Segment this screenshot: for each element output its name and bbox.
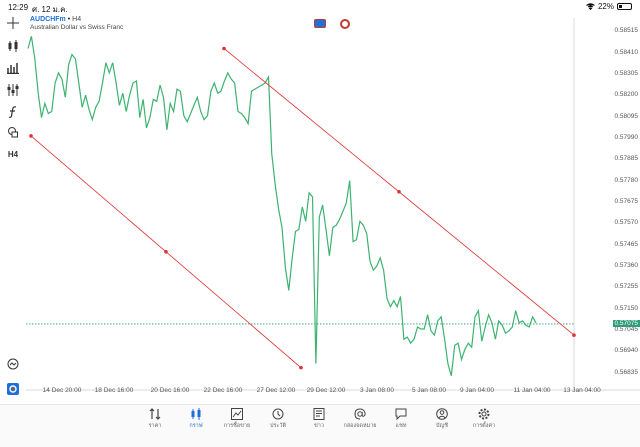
nav-label: ราคา	[148, 423, 162, 429]
trade-target-icon[interactable]	[340, 19, 350, 29]
nav-settings[interactable]: การตั้งค่า	[464, 408, 504, 430]
time-tick-label: 29 Dec 12:00	[306, 387, 346, 394]
time-tick-label: 20 Dec 16:00	[150, 387, 190, 394]
indicators-tool-icon[interactable]	[6, 61, 20, 75]
price-tick-label: 0.56940	[614, 347, 639, 355]
price-tick-label: 0.57990	[614, 133, 639, 141]
trendline-anchor	[222, 46, 226, 51]
nav-label: การตั้งค่า	[472, 423, 496, 429]
nav-label: ประวัติ	[269, 423, 287, 429]
price-tick-label: 0.57780	[614, 176, 639, 184]
objects-tool-icon[interactable]	[6, 83, 20, 97]
battery-icon	[617, 3, 632, 10]
price-tick-label: 0.57885	[614, 155, 639, 163]
price-tick-label: 0.57045	[614, 326, 639, 334]
account-icon	[436, 408, 448, 420]
trendline-anchor	[164, 249, 168, 254]
current-price-label: 0.57075	[612, 319, 640, 327]
price-tick-label: 0.57150	[614, 304, 639, 312]
candles-icon	[191, 408, 201, 420]
nav-label: กล่องจดหมาย	[343, 423, 377, 429]
time-tick-label: 3 Jan 08:00	[360, 387, 394, 394]
time-tick-label: 9 Jan 04:00	[460, 387, 494, 394]
news-icon	[313, 408, 325, 420]
trade-chart-icon	[231, 408, 243, 420]
price-tick-label: 0.57255	[614, 283, 639, 291]
symbol-timeframe: H4	[72, 16, 82, 23]
function-tool-icon[interactable]	[6, 105, 20, 119]
settings-icon	[478, 408, 490, 420]
price-tick-label: 0.57570	[614, 219, 639, 227]
timeframe-tool[interactable]: H4	[6, 147, 20, 161]
arrows-icon	[149, 408, 161, 420]
chart-area[interactable]: AUDCHFm • H4 Australian Dollar vs Swiss …	[26, 14, 640, 404]
price-tick-label: 0.58200	[614, 91, 639, 99]
one-click-trading	[314, 19, 350, 29]
price-line	[27, 36, 537, 376]
status-time: 12:29	[8, 3, 29, 12]
price-tick-label: 0.58095	[614, 112, 639, 120]
price-tick-label: 0.57465	[614, 240, 639, 248]
nav-label: บัญชี	[436, 423, 448, 429]
trade-panel-icon[interactable]	[314, 19, 326, 28]
time-tick-label: 14 Dec 20:00	[42, 387, 82, 394]
left-toolbar: H4	[0, 14, 26, 404]
bottom-nav: ราคา กราฟ การซื้อขาย ประวัติ ข่าว กล่องจ…	[0, 404, 640, 447]
price-tick-label: 0.57675	[614, 197, 639, 205]
price-chart[interactable]	[26, 14, 640, 404]
nav-quotes[interactable]: ราคา	[135, 408, 175, 430]
time-tick-label: 27 Dec 12:00	[256, 387, 296, 394]
nav-label: แชท	[395, 423, 407, 429]
nav-label: ข่าว	[314, 423, 324, 429]
battery-percent: 22%	[597, 2, 614, 11]
mailbox-icon	[354, 408, 366, 420]
trendline-anchor	[29, 134, 33, 138]
price-tick-label: 0.56835	[614, 368, 639, 376]
time-tick-label: 18 Dec 16:00	[94, 387, 134, 394]
trendline-anchor	[572, 333, 576, 337]
symbol-name: AUDCHFm	[30, 16, 66, 23]
price-tick-label: 0.58515	[614, 27, 639, 35]
price-tick-label: 0.57360	[614, 262, 639, 269]
time-tick-label: 22 Dec 16:00	[203, 387, 243, 394]
status-indicators: 22%	[586, 2, 632, 11]
crosshair-tool-icon[interactable]	[6, 16, 20, 30]
nav-chat[interactable]: แชท	[381, 408, 421, 430]
timeframe-tool-label: H4	[7, 149, 19, 159]
history-icon	[272, 408, 284, 420]
trendline-anchor	[397, 190, 401, 194]
chat-icon	[395, 408, 407, 420]
symbol-description: Australian Dollar vs Swiss Franc	[30, 24, 124, 31]
time-tick-label: 13 Jan 04:00	[563, 387, 601, 394]
price-tick-label: 0.58305	[614, 69, 639, 77]
nav-trade[interactable]: การซื้อขาย	[217, 408, 257, 430]
shapes-tool-icon[interactable]	[6, 125, 20, 139]
symbol-separator: •	[67, 16, 73, 23]
time-tick-label: 5 Jan 08:00	[412, 387, 446, 394]
time-tick-label: 11 Jan 04:00	[513, 387, 551, 394]
nav-history[interactable]: ประวัติ	[258, 408, 298, 430]
trade-account-icon[interactable]	[6, 382, 20, 396]
nav-label: กราฟ	[189, 423, 203, 429]
candles-tool-icon[interactable]	[6, 39, 20, 53]
zoom-tool-icon[interactable]	[6, 357, 20, 371]
nav-label: การซื้อขาย	[223, 423, 251, 429]
nav-mailbox[interactable]: กล่องจดหมาย	[340, 408, 380, 430]
nav-chart[interactable]: กราฟ	[176, 408, 216, 430]
price-tick-label: 0.58410	[614, 48, 639, 56]
status-date: ศ. 12 ม.ค.	[32, 5, 68, 14]
symbol-header: AUDCHFm • H4 Australian Dollar vs Swiss …	[30, 16, 123, 31]
nav-news[interactable]: ข่าว	[299, 408, 339, 430]
wifi-icon	[586, 3, 595, 10]
status-bar: 12:29 ศ. 12 ม.ค. 22%	[0, 0, 640, 14]
nav-account[interactable]: บัญชี	[422, 408, 462, 430]
trendline-anchor	[299, 365, 303, 370]
